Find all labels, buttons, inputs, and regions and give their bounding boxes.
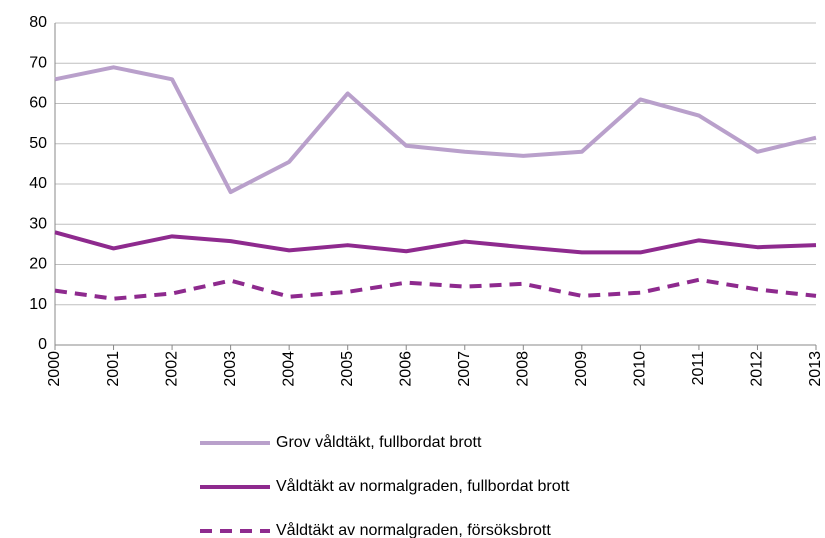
y-tick-label: 20 [29, 256, 47, 273]
x-tick-label: 2013 [807, 351, 824, 387]
x-tick-label: 2004 [280, 351, 297, 387]
x-tick-label: 2002 [163, 351, 180, 387]
y-tick-label: 0 [38, 336, 47, 353]
x-tick-label: 2008 [515, 351, 532, 387]
x-tick-label: 2005 [339, 351, 356, 387]
series-line [54, 230, 817, 255]
series-line [54, 65, 817, 195]
y-tick-label: 80 [29, 14, 47, 31]
x-tick-label: 2006 [397, 351, 414, 387]
series-line [54, 277, 817, 301]
x-tick-label: 2007 [456, 351, 473, 387]
legend-label: Våldtäkt av normalgraden, försöksbrott [276, 521, 551, 538]
y-tick-label: 40 [29, 175, 47, 192]
x-tick-label: 2009 [573, 351, 590, 387]
y-tick-label: 70 [29, 54, 47, 71]
y-tick-label: 10 [29, 296, 47, 313]
y-tick-label: 30 [29, 215, 47, 232]
y-tick-label: 60 [29, 95, 47, 112]
legend-label: Våldtäkt av normalgraden, fullbordat bro… [276, 477, 570, 495]
y-tick-label: 50 [29, 135, 47, 152]
x-tick-label: 2001 [105, 351, 122, 387]
x-tick-label: 2010 [632, 351, 649, 387]
legend-label: Grov våldtäkt, fullbordat brott [276, 433, 482, 451]
x-tick-label: 2012 [749, 351, 766, 387]
x-tick-label: 2000 [46, 351, 63, 387]
x-tick-label: 2011 [690, 351, 707, 386]
x-tick-label: 2003 [222, 351, 239, 387]
